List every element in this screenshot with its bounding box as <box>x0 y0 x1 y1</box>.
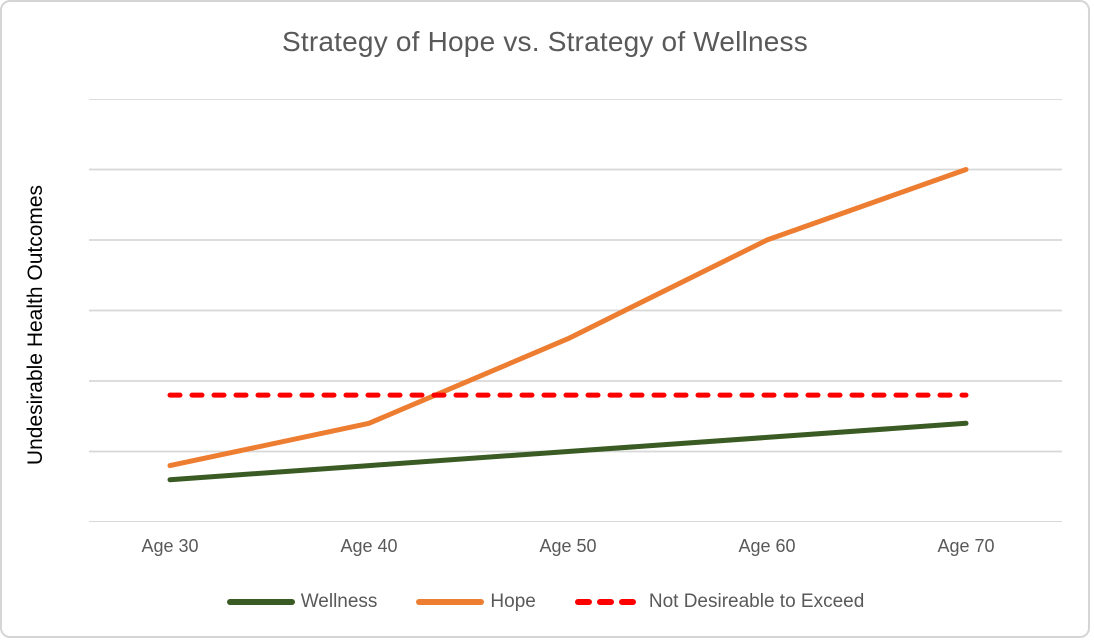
x-tick-label: Age 60 <box>738 536 796 556</box>
legend-label: Wellness <box>300 591 378 612</box>
series-line-wellness <box>167 420 969 483</box>
wellness-line-swatch-icon <box>226 599 295 605</box>
legend-item-wellness: Wellness <box>226 591 378 613</box>
chart-title: Strategy of Hope vs. Strategy of Wellnes… <box>282 26 808 57</box>
y-axis-label: Undesirable Health Outcomes <box>24 184 47 466</box>
x-tick-label: Age 40 <box>340 536 398 556</box>
legend: Wellness Hope Not Desireable to Exceed <box>2 591 1088 613</box>
legend-item-threshold: Not Desireable to Exceed <box>574 591 864 613</box>
series-line-hope <box>167 167 969 469</box>
x-tick-label: Age 30 <box>141 536 199 556</box>
x-tick-label: Age 70 <box>937 536 995 556</box>
x-tick-label: Age 50 <box>539 536 597 556</box>
legend-label: Not Desireable to Exceed <box>648 591 865 612</box>
legend-label: Hope <box>490 591 536 612</box>
hope-line-swatch-icon <box>416 599 485 605</box>
dashed-line-swatch-icon <box>574 599 643 605</box>
plot-area <box>89 99 1062 522</box>
legend-item-hope: Hope <box>415 591 536 613</box>
